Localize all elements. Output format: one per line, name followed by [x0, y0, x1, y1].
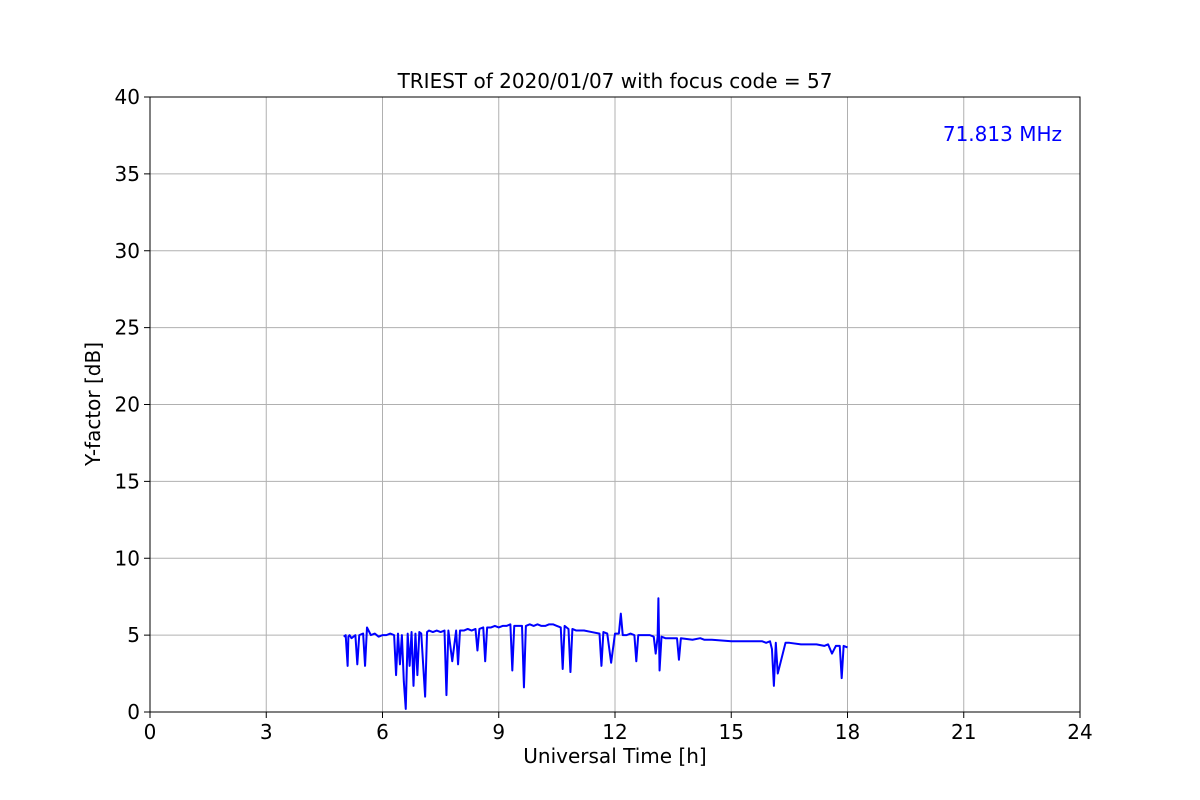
y-tick-label: 5 [127, 623, 140, 647]
x-tick-label: 6 [376, 720, 389, 744]
y-tick-label: 40 [115, 85, 140, 109]
x-tick-label: 3 [260, 720, 273, 744]
y-axis-label: Y-factor [dB] [81, 342, 105, 467]
x-tick-label: 0 [144, 720, 157, 744]
ticks: 0 3 6 9 12 15 18 21 24 0 5 10 15 20 25 30 35 40 [115, 85, 1093, 744]
chart-title: TRIEST of 2020/01/07 with focus code = 5… [397, 69, 833, 93]
x-tick-label: 15 [719, 720, 744, 744]
y-tick-label: 15 [115, 469, 140, 493]
y-tick-label: 10 [115, 546, 140, 570]
series-line [343, 597, 848, 710]
y-tick-label: 30 [115, 239, 140, 263]
x-tick-label: 21 [951, 720, 976, 744]
x-tick-label: 12 [602, 720, 627, 744]
x-axis-label: Universal Time [h] [523, 744, 706, 768]
y-tick-label: 0 [127, 700, 140, 724]
y-tick-label: 20 [115, 393, 140, 417]
x-tick-label: 9 [492, 720, 505, 744]
x-tick-label: 18 [835, 720, 860, 744]
y-tick-label: 35 [115, 162, 140, 186]
x-tick-label: 24 [1067, 720, 1092, 744]
frequency-annotation: 71.813 MHz [943, 122, 1062, 146]
y-tick-label: 25 [115, 316, 140, 340]
series-layer [343, 597, 848, 710]
